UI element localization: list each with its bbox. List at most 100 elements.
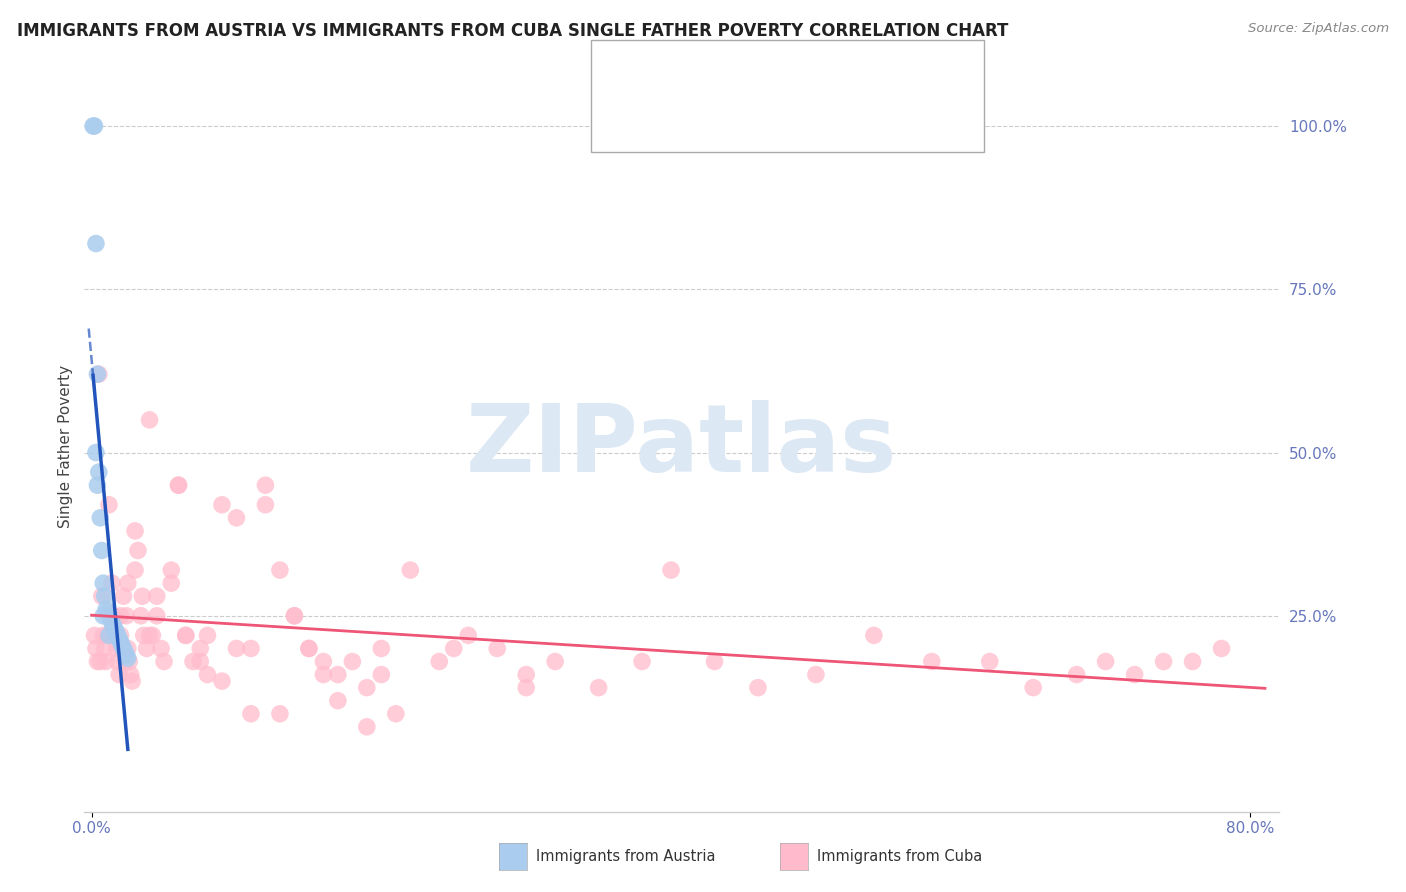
Point bbox=[105, 641, 128, 656]
Point bbox=[239, 641, 262, 656]
Point bbox=[174, 628, 197, 642]
Point bbox=[659, 563, 682, 577]
Point bbox=[211, 674, 233, 689]
Point bbox=[486, 641, 509, 656]
Point bbox=[326, 694, 349, 708]
Point bbox=[254, 478, 277, 492]
Text: IMMIGRANTS FROM AUSTRIA VS IMMIGRANTS FROM CUBA SINGLE FATHER POVERTY CORRELATIO: IMMIGRANTS FROM AUSTRIA VS IMMIGRANTS FR… bbox=[17, 22, 1008, 40]
Point bbox=[188, 655, 211, 669]
Point bbox=[118, 655, 141, 669]
Point bbox=[1123, 667, 1146, 681]
Text: Immigrants from Austria: Immigrants from Austria bbox=[536, 849, 716, 863]
Point bbox=[225, 641, 247, 656]
Point bbox=[1181, 655, 1204, 669]
Point bbox=[91, 628, 114, 642]
Point bbox=[283, 608, 305, 623]
Point bbox=[93, 641, 115, 656]
Point bbox=[1094, 655, 1116, 669]
Point bbox=[385, 706, 408, 721]
Point bbox=[101, 576, 124, 591]
Point bbox=[89, 511, 111, 525]
Point bbox=[181, 655, 204, 669]
Point bbox=[84, 641, 107, 656]
Point bbox=[588, 681, 610, 695]
Point bbox=[1211, 641, 1233, 656]
Point bbox=[115, 608, 138, 623]
Point bbox=[131, 589, 153, 603]
Point bbox=[104, 628, 127, 642]
Point bbox=[129, 608, 152, 623]
Point bbox=[98, 628, 121, 642]
Point bbox=[146, 589, 169, 603]
Point bbox=[153, 655, 176, 669]
Point bbox=[370, 641, 392, 656]
Point bbox=[312, 655, 335, 669]
Point bbox=[146, 608, 169, 623]
Point bbox=[87, 367, 110, 381]
Point bbox=[112, 589, 135, 603]
Point bbox=[515, 667, 537, 681]
Point bbox=[89, 655, 111, 669]
Point bbox=[111, 641, 134, 656]
Point bbox=[211, 498, 233, 512]
Point bbox=[91, 576, 114, 591]
Point bbox=[167, 478, 190, 492]
Point bbox=[1022, 681, 1045, 695]
Point bbox=[91, 608, 114, 623]
Point bbox=[107, 628, 129, 642]
Point bbox=[127, 543, 149, 558]
Point bbox=[86, 655, 108, 669]
Point bbox=[312, 667, 335, 681]
Point bbox=[269, 706, 291, 721]
Text: R = -0.037   N = 102: R = -0.037 N = 102 bbox=[662, 114, 835, 132]
Point bbox=[107, 655, 129, 669]
Point bbox=[86, 367, 108, 381]
Point bbox=[103, 618, 125, 632]
Point bbox=[979, 655, 1001, 669]
Point bbox=[121, 674, 143, 689]
Point bbox=[515, 681, 537, 695]
Text: Immigrants from Cuba: Immigrants from Cuba bbox=[817, 849, 983, 863]
Point bbox=[86, 478, 108, 492]
Point bbox=[101, 615, 124, 630]
Point bbox=[114, 655, 136, 669]
Point bbox=[138, 628, 160, 642]
Point bbox=[1153, 655, 1175, 669]
Point bbox=[112, 641, 135, 656]
Point bbox=[83, 628, 105, 642]
Point bbox=[399, 563, 422, 577]
Point bbox=[544, 655, 567, 669]
Point bbox=[804, 667, 827, 681]
Point bbox=[108, 632, 131, 646]
Point bbox=[120, 667, 142, 681]
Point bbox=[84, 445, 107, 459]
Point bbox=[117, 651, 139, 665]
Point bbox=[93, 589, 115, 603]
Point bbox=[103, 608, 125, 623]
Point bbox=[921, 655, 943, 669]
Point bbox=[90, 589, 112, 603]
Point bbox=[298, 641, 321, 656]
Point bbox=[90, 543, 112, 558]
Point bbox=[132, 628, 155, 642]
Point bbox=[105, 625, 128, 640]
Point bbox=[87, 465, 110, 479]
Point bbox=[188, 641, 211, 656]
Point bbox=[863, 628, 886, 642]
Point bbox=[110, 635, 132, 649]
Point bbox=[96, 606, 118, 620]
Point bbox=[83, 119, 105, 133]
Text: Source: ZipAtlas.com: Source: ZipAtlas.com bbox=[1249, 22, 1389, 36]
Point bbox=[150, 641, 173, 656]
Point bbox=[111, 638, 134, 652]
Point bbox=[110, 628, 132, 642]
Point bbox=[747, 681, 769, 695]
Point bbox=[108, 667, 131, 681]
Point bbox=[94, 602, 117, 616]
Point bbox=[115, 648, 138, 662]
Point bbox=[1066, 667, 1088, 681]
Point bbox=[98, 608, 121, 623]
Point bbox=[124, 524, 146, 538]
Point bbox=[269, 563, 291, 577]
Point bbox=[135, 641, 157, 656]
